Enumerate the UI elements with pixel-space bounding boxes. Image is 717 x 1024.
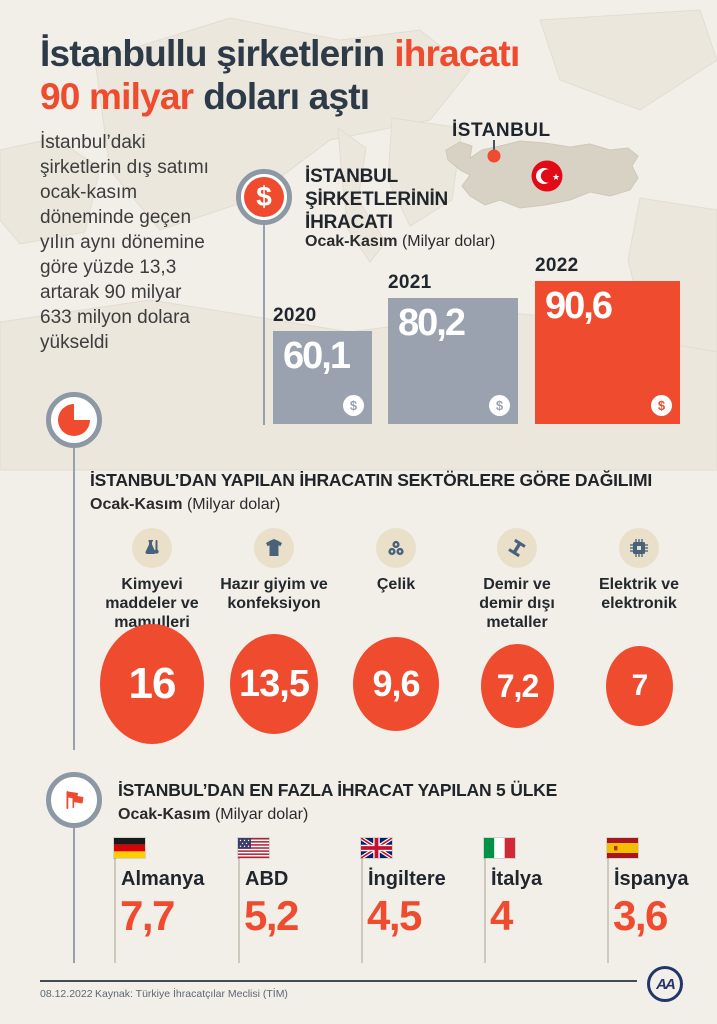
- title-line1-accent: ihracatı: [394, 33, 520, 74]
- anadolu-agency-logo: AA: [647, 966, 683, 1002]
- footer-source: Kaynak: Türkiye İhracatçılar Meclisi (Tİ…: [95, 988, 288, 1000]
- sector-value-bubble: 9,6: [353, 637, 439, 731]
- chemistry-icon: [132, 528, 172, 568]
- sector-electronics: Elektrik ve elektronik: [574, 528, 704, 613]
- steel-coils-icon: [376, 528, 416, 568]
- page-title: İstanbullu şirketlerin ihracatı 90 milyar…: [40, 32, 520, 118]
- country-value: 4: [490, 892, 513, 939]
- country-spain: İspanya 3,6: [607, 838, 717, 963]
- dollar-icon: $: [236, 169, 292, 225]
- bar-year-label: 2022: [535, 255, 579, 276]
- title-line1-dark: İstanbullu şirketlerin: [40, 33, 385, 74]
- country-name: İtalya: [491, 868, 543, 890]
- pie-chart-icon: [46, 392, 102, 448]
- turkey-shape: [445, 140, 639, 209]
- flag-pole: [607, 857, 609, 963]
- usa-flag: [238, 838, 269, 858]
- country-value: 7,7: [120, 892, 175, 939]
- country-name: Almanya: [121, 868, 205, 890]
- dollar-badge-icon: $: [343, 395, 364, 416]
- dollar-connector-line: [263, 224, 265, 425]
- sector-chemicals: Kimyevi maddeler ve mamulleri: [87, 528, 217, 632]
- istanbul-map-label: İSTANBUL: [452, 120, 551, 141]
- sector-label: Demir ve demir dışı metaller: [479, 576, 555, 631]
- flag-pole: [484, 857, 486, 963]
- country-name: İngiltere: [368, 868, 446, 890]
- title-line2-accent: 90 milyar: [40, 76, 194, 117]
- footer-date: 08.12.2022: [40, 988, 93, 1000]
- sectors-period: Ocak-Kasım: [90, 496, 187, 513]
- sector-value-bubble: 7,2: [481, 644, 554, 728]
- bar-2021: 2021 80,2 $: [388, 272, 518, 424]
- sectors-connector-line: [73, 447, 75, 750]
- germany-flag: [114, 838, 145, 858]
- sector-label: Hazır giyim ve konfeksiyon: [220, 576, 328, 612]
- istanbul-dot: [487, 149, 501, 163]
- steel-beam-icon: [497, 528, 537, 568]
- country-name: ABD: [245, 868, 289, 890]
- country-uk: İngiltere 4,5: [361, 838, 477, 963]
- dollar-badge-icon: $: [489, 395, 510, 416]
- title-line2-dark: doları aştı: [203, 76, 370, 117]
- country-value: 4,5: [367, 892, 422, 939]
- country-usa: ABD 5,2: [238, 838, 354, 963]
- dollar-badge-icon: $: [651, 395, 672, 416]
- bar-rect: 60,1 $: [273, 331, 372, 424]
- footer-divider: [40, 980, 637, 982]
- spain-flag: [607, 838, 638, 858]
- sectors-heading: İSTANBUL’DAN YAPILAN İHRACATIN SEKTÖRLER…: [90, 470, 652, 490]
- bar-year-label: 2021: [388, 272, 432, 293]
- exports-heading: İSTANBUL ŞİRKETLERİNİN İHRACATI: [305, 166, 449, 233]
- turkish-flag-emblem: ★: [531, 160, 563, 192]
- title-line-1: İstanbullu şirketlerin ihracatı: [40, 32, 520, 75]
- intro-paragraph: İstanbul’daki şirketlerin dış satımı oca…: [40, 132, 209, 353]
- sector-steel: Çelik: [331, 528, 461, 594]
- bar-2020: 2020 60,1 $: [273, 305, 372, 424]
- bar-rect: 90,6 $: [535, 281, 680, 424]
- bar-value: 90,6: [545, 285, 613, 327]
- chip-icon: [619, 528, 659, 568]
- bar-rect: 80,2 $: [388, 298, 518, 424]
- countries-unit: (Milyar dolar): [214, 806, 309, 823]
- flag-pole: [361, 857, 363, 963]
- sector-value-bubble: 16: [100, 624, 204, 744]
- dollar-symbol: $: [244, 177, 284, 217]
- country-germany: Almanya 7,7: [114, 838, 230, 963]
- country-italy: İtalya 4: [484, 838, 600, 963]
- sectors-unit: (Milyar dolar): [186, 496, 281, 513]
- country-value: 3,6: [613, 892, 668, 939]
- countries-connector-line: [73, 826, 75, 963]
- sector-label: Çelik: [376, 576, 416, 593]
- country-value: 5,2: [244, 892, 299, 939]
- bar-2022: 2022 90,6 $: [535, 255, 680, 424]
- sector-value-bubble: 7: [606, 646, 673, 726]
- tshirt-icon: [254, 528, 294, 568]
- sector-label: Kimyevi maddeler ve mamulleri: [105, 576, 199, 631]
- countries-subtitle: Ocak-Kasım (Milyar dolar): [118, 806, 308, 824]
- flag-pole: [114, 857, 116, 963]
- flag-pole: [238, 857, 240, 963]
- bar-value: 60,1: [283, 335, 351, 377]
- sector-value-bubble: 13,5: [230, 634, 318, 734]
- exports-subtitle: Ocak-Kasım (Milyar dolar): [305, 233, 495, 251]
- title-line-2: 90 milyar doları aştı: [40, 75, 520, 118]
- exports-period: Ocak-Kasım: [305, 233, 402, 250]
- svg-text:★: ★: [552, 173, 560, 183]
- bar-year-label: 2020: [273, 305, 317, 326]
- exports-unit: (Milyar dolar): [401, 233, 496, 250]
- sector-metals: Demir ve demir dışı metaller: [452, 528, 582, 632]
- bar-value: 80,2: [398, 302, 466, 344]
- country-name: İspanya: [614, 868, 689, 890]
- sector-apparel: Hazır giyim ve konfeksiyon: [209, 528, 339, 613]
- countries-period: Ocak-Kasım: [118, 806, 215, 823]
- flag-icon: [46, 772, 102, 828]
- sectors-subtitle: Ocak-Kasım (Milyar dolar): [90, 496, 280, 514]
- countries-heading: İSTANBUL’DAN EN FAZLA İHRACAT YAPILAN 5 …: [118, 780, 558, 800]
- italy-flag: [484, 838, 515, 858]
- uk-flag: [361, 838, 392, 858]
- sector-label: Elektrik ve elektronik: [598, 576, 680, 612]
